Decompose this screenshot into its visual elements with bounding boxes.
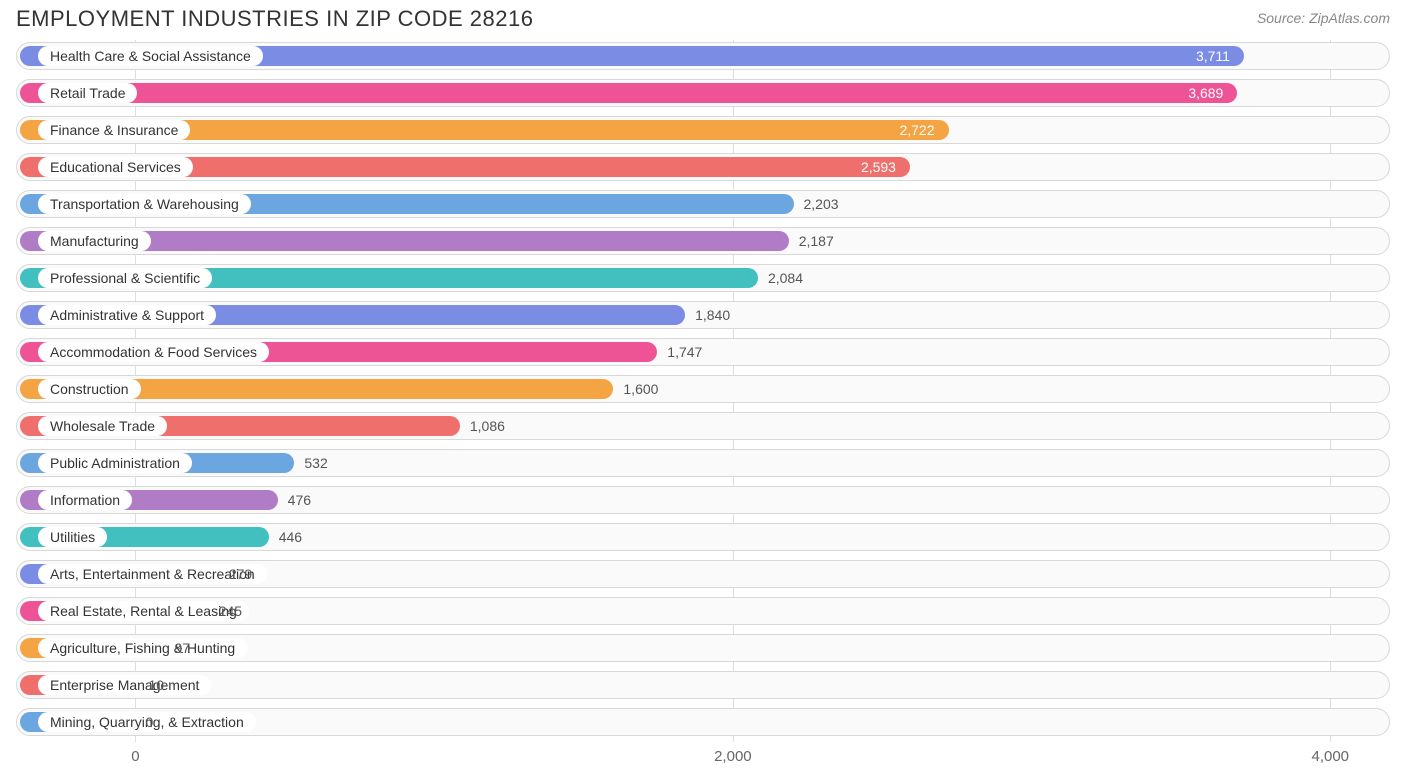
bar-category-label: Wholesale Trade [38,416,167,436]
chart-header: EMPLOYMENT INDUSTRIES IN ZIP CODE 28216 … [0,0,1406,32]
bar-value-label: 446 [269,521,302,553]
bar-value-label: 2,722 [16,114,949,146]
bar-value-label: 3,711 [16,40,1244,72]
bar-row: Arts, Entertainment & Recreation279 [16,558,1390,590]
bar-row: Utilities 446 [16,521,1390,553]
bar-row: Health Care & Social Assistance3,711 [16,40,1390,72]
source-prefix: Source: [1257,10,1309,26]
bar-row: Transportation & Warehousing 2,203 [16,188,1390,220]
bar-value-label: 0 [135,706,153,738]
bar-category-label: Utilities [38,527,107,547]
bar-value-label: 279 [219,558,252,590]
bar-category-label: Information [38,490,132,510]
bar-category-label: Transportation & Warehousing [38,194,251,214]
bar-category-label: Accommodation & Food Services [38,342,269,362]
bar-value-label: 1,840 [685,299,730,331]
bar-row: Finance & Insurance2,722 [16,114,1390,146]
bar-value-label: 2,593 [16,151,910,183]
bar-track [16,671,1390,699]
bar-row: Professional & Scientific 2,084 [16,262,1390,294]
x-tick-label: 4,000 [1311,748,1349,765]
bar-value-label: 476 [278,484,311,516]
bar-value-label: 2,203 [794,188,839,220]
bar-value-label: 1,600 [613,373,658,405]
bar-row: Wholesale Trade 1,086 [16,410,1390,442]
bar-category-label: Manufacturing [38,231,151,251]
bar-value-label: 10 [138,669,164,701]
bar-row: Agriculture, Fishing & Hunting97 [16,632,1390,664]
bar-value-label: 2,187 [789,225,834,257]
chart-area: Health Care & Social Assistance3,711 Reta… [16,40,1390,742]
source-name: ZipAtlas.com [1309,10,1390,26]
bar-row: Educational Services2,593 [16,151,1390,183]
bar-category-label: Public Administration [38,453,192,473]
bar-value-label: 2,084 [758,262,803,294]
bar-value-label: 532 [294,447,327,479]
bar-value-label: 1,086 [460,410,505,442]
bar-value-label: 1,747 [657,336,702,368]
bar-category-label: Professional & Scientific [38,268,212,288]
bar-category-label: Construction [38,379,141,399]
bar-row: Administrative & Support 1,840 [16,299,1390,331]
bar-category-label: Administrative & Support [38,305,216,325]
x-axis: 0 2,000 4,000 [16,748,1390,768]
bar-row: Public Administration 532 [16,447,1390,479]
bar-value-label: 3,689 [16,77,1237,109]
bar-row: Enterprise Management10 [16,669,1390,701]
bar-value-label: 97 [164,632,190,664]
bar-value-label: 245 [209,595,242,627]
bar-row: Retail Trade3,689 [16,77,1390,109]
chart-source: Source: ZipAtlas.com [1257,6,1390,26]
bar-row: Accommodation & Food Services 1,747 [16,336,1390,368]
bar-row: Information 476 [16,484,1390,516]
bar-row: Manufacturing 2,187 [16,225,1390,257]
bar-row: Mining, Quarrying, & Extraction0 [16,706,1390,738]
bar-category-label: Agriculture, Fishing & Hunting [38,638,247,658]
bar-row: Construction 1,600 [16,373,1390,405]
chart-title: EMPLOYMENT INDUSTRIES IN ZIP CODE 28216 [16,6,534,32]
bar-category-label: Enterprise Management [38,675,211,695]
x-tick-label: 0 [131,748,139,765]
bar-row: Real Estate, Rental & Leasing245 [16,595,1390,627]
x-tick-label: 2,000 [714,748,752,765]
